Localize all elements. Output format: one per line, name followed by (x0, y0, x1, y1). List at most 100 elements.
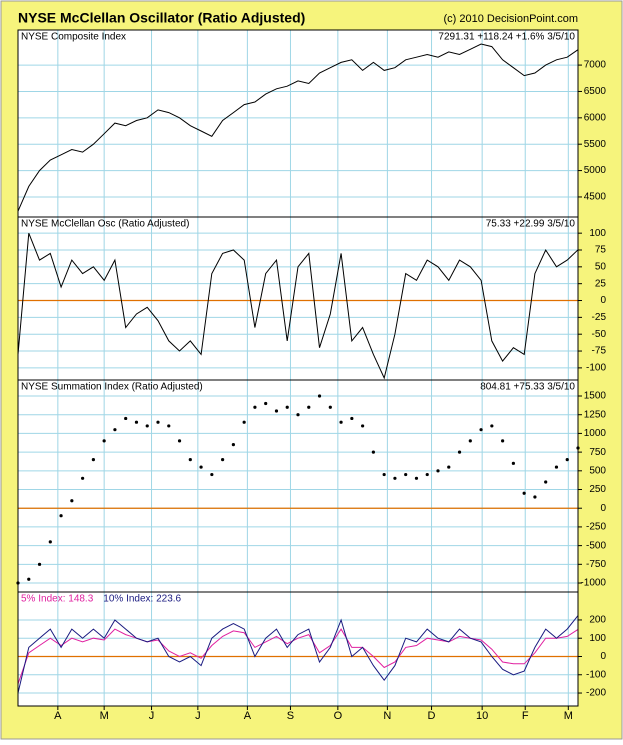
data-point (382, 472, 386, 477)
data-point (339, 420, 343, 424)
data-line (17, 615, 579, 694)
y-tick-label: 1000 (584, 428, 607, 439)
y-tick-label: 500 (589, 465, 606, 476)
data-point (533, 495, 537, 499)
y-tick-label: 750 (589, 447, 606, 458)
panel-readout: 75.33 +22.99 3/5/10 (486, 219, 576, 230)
y-tick-label: -500 (586, 540, 606, 551)
data-point (70, 499, 74, 503)
data-point (113, 428, 117, 432)
x-tick-label: O (334, 710, 343, 722)
plot-area (18, 380, 578, 592)
data-point (328, 405, 332, 409)
y-tick-label: 0 (600, 651, 606, 662)
y-tick-label: 5000 (584, 165, 607, 176)
x-tick-label: S (287, 710, 294, 722)
y-tick-label: 200 (589, 615, 606, 626)
y-tick-label: -750 (586, 559, 606, 570)
y-tick-label: -200 (586, 688, 606, 699)
y-tick-label: 1250 (584, 409, 607, 420)
data-point (317, 394, 322, 398)
plot-area (18, 217, 578, 380)
y-tick-label: -25 (592, 312, 607, 323)
y-tick-label: -75 (592, 346, 607, 357)
copyright: (c) 2010 DecisionPoint.com (443, 13, 578, 25)
y-tick-label: 50 (595, 261, 607, 272)
data-line (17, 233, 579, 380)
data-point (199, 465, 203, 469)
panel-readout: 7291.31 +118.24 +1.6% 3/5/10 (438, 32, 575, 43)
data-point (156, 420, 160, 424)
data-line (17, 43, 579, 212)
x-tick-label: M (564, 710, 573, 722)
data-point (134, 420, 139, 424)
y-tick-label: 5500 (584, 139, 607, 150)
data-point (371, 450, 375, 454)
x-tick-label: F (522, 710, 529, 722)
data-point (177, 439, 182, 443)
plot-area (18, 592, 578, 706)
y-tick-label: -1000 (580, 578, 606, 589)
x-tick-label: J (149, 710, 155, 722)
data-point (145, 424, 149, 428)
data-point (404, 472, 408, 477)
y-tick-label: 6500 (584, 86, 607, 97)
data-point (124, 416, 128, 421)
panel-title: NYSE Summation Index (Ratio Adjusted) (21, 382, 203, 393)
data-point (102, 439, 106, 443)
data-point (27, 577, 31, 581)
y-tick-label: -50 (592, 329, 607, 340)
y-tick-label: 75 (595, 245, 607, 256)
data-point (501, 439, 505, 443)
x-tick-label: 10 (476, 710, 488, 722)
panel-title: NYSE Composite Index (21, 32, 126, 43)
legend-entry: 5% Index: 148.3 (21, 594, 94, 605)
data-line (17, 628, 579, 685)
y-tick-label: 250 (589, 484, 606, 495)
data-point (221, 457, 225, 462)
data-point (296, 413, 300, 417)
y-tick-label: -100 (586, 669, 606, 680)
y-tick-label: -100 (586, 363, 606, 374)
data-point (425, 472, 429, 477)
x-tick-label: N (383, 710, 391, 722)
data-point (457, 450, 462, 454)
y-tick-label: 0 (600, 503, 606, 514)
data-point (544, 480, 548, 484)
data-point (242, 420, 246, 424)
data-point (565, 457, 569, 462)
data-point (264, 401, 268, 406)
panel-frame (17, 591, 579, 707)
data-point (188, 457, 192, 462)
data-point (274, 409, 279, 413)
data-point (231, 443, 235, 447)
data-point (436, 469, 440, 473)
y-tick-label: 6000 (584, 112, 607, 123)
data-point (350, 416, 354, 421)
data-point (167, 424, 171, 428)
x-tick-label: D (428, 710, 436, 722)
data-point (414, 476, 419, 480)
y-tick-label: 100 (589, 633, 606, 644)
data-point (511, 461, 515, 465)
y-tick-label: 4500 (584, 192, 607, 203)
y-tick-label: 1500 (584, 391, 607, 402)
y-tick-label: 7000 (584, 60, 607, 71)
data-point (91, 457, 95, 462)
data-point (48, 540, 52, 544)
y-tick-label: 100 (589, 228, 606, 239)
y-tick-label: 0 (600, 295, 606, 306)
data-point (253, 405, 257, 409)
legend-entry: 10% Index: 223.6 (103, 594, 181, 605)
y-tick-label: -250 (586, 522, 606, 533)
panel-title: NYSE McClellan Osc (Ratio Adjusted) (21, 219, 189, 230)
chart-title: NYSE McClellan Oscillator (Ratio Adjuste… (18, 10, 305, 26)
data-point (361, 424, 365, 428)
data-point (468, 439, 472, 443)
plot-area (18, 30, 578, 217)
data-point (479, 428, 483, 432)
data-point (554, 465, 559, 469)
data-point (37, 562, 42, 566)
data-point (285, 405, 289, 409)
